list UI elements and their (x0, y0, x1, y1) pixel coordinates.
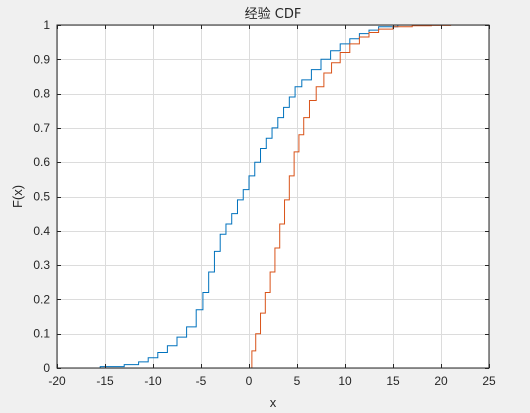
y-tick-label: 0.2 (33, 292, 50, 306)
y-tick-label: 0.4 (33, 224, 50, 238)
x-axis-label: x (270, 395, 277, 410)
y-tick-label: 0.5 (33, 190, 50, 204)
y-tick-label: 0.6 (33, 155, 50, 169)
y-tick-label: 0.9 (33, 52, 50, 66)
y-tick-label: 0.3 (33, 258, 50, 272)
x-tick-label: 10 (338, 374, 352, 388)
x-tick-label: 5 (294, 374, 301, 388)
x-tick-label: -10 (144, 374, 162, 388)
y-tick-label: 0 (43, 361, 50, 375)
x-tick-label: -20 (48, 374, 66, 388)
y-tick-label: 0.7 (33, 121, 50, 135)
series-layer (78, 24, 452, 369)
tick-layer: -20 -15 -10 -5 0 5 10 15 20 25 0 0.1 0.2 0.3 0.4 0.5 0.6… (33, 18, 496, 388)
y-tick-label: 0.8 (33, 87, 50, 101)
y-tick-label: 0.1 (33, 327, 50, 341)
x-tick-label: -15 (96, 374, 114, 388)
plot-area (56, 24, 490, 369)
chart-title: 经验 CDF (245, 6, 302, 22)
axes-frame (56, 24, 490, 369)
x-tick-label: 20 (434, 374, 448, 388)
y-axis-label: F(x) (10, 185, 25, 208)
y-tick-label: 1 (43, 18, 50, 32)
x-tick-label: 15 (386, 374, 400, 388)
x-tick-label: 25 (482, 374, 496, 388)
x-tick-label: -5 (196, 374, 207, 388)
cdf-series-line-1 (78, 25, 399, 369)
x-tick-label: 0 (246, 374, 253, 388)
cdf-series-line-2 (249, 24, 452, 369)
